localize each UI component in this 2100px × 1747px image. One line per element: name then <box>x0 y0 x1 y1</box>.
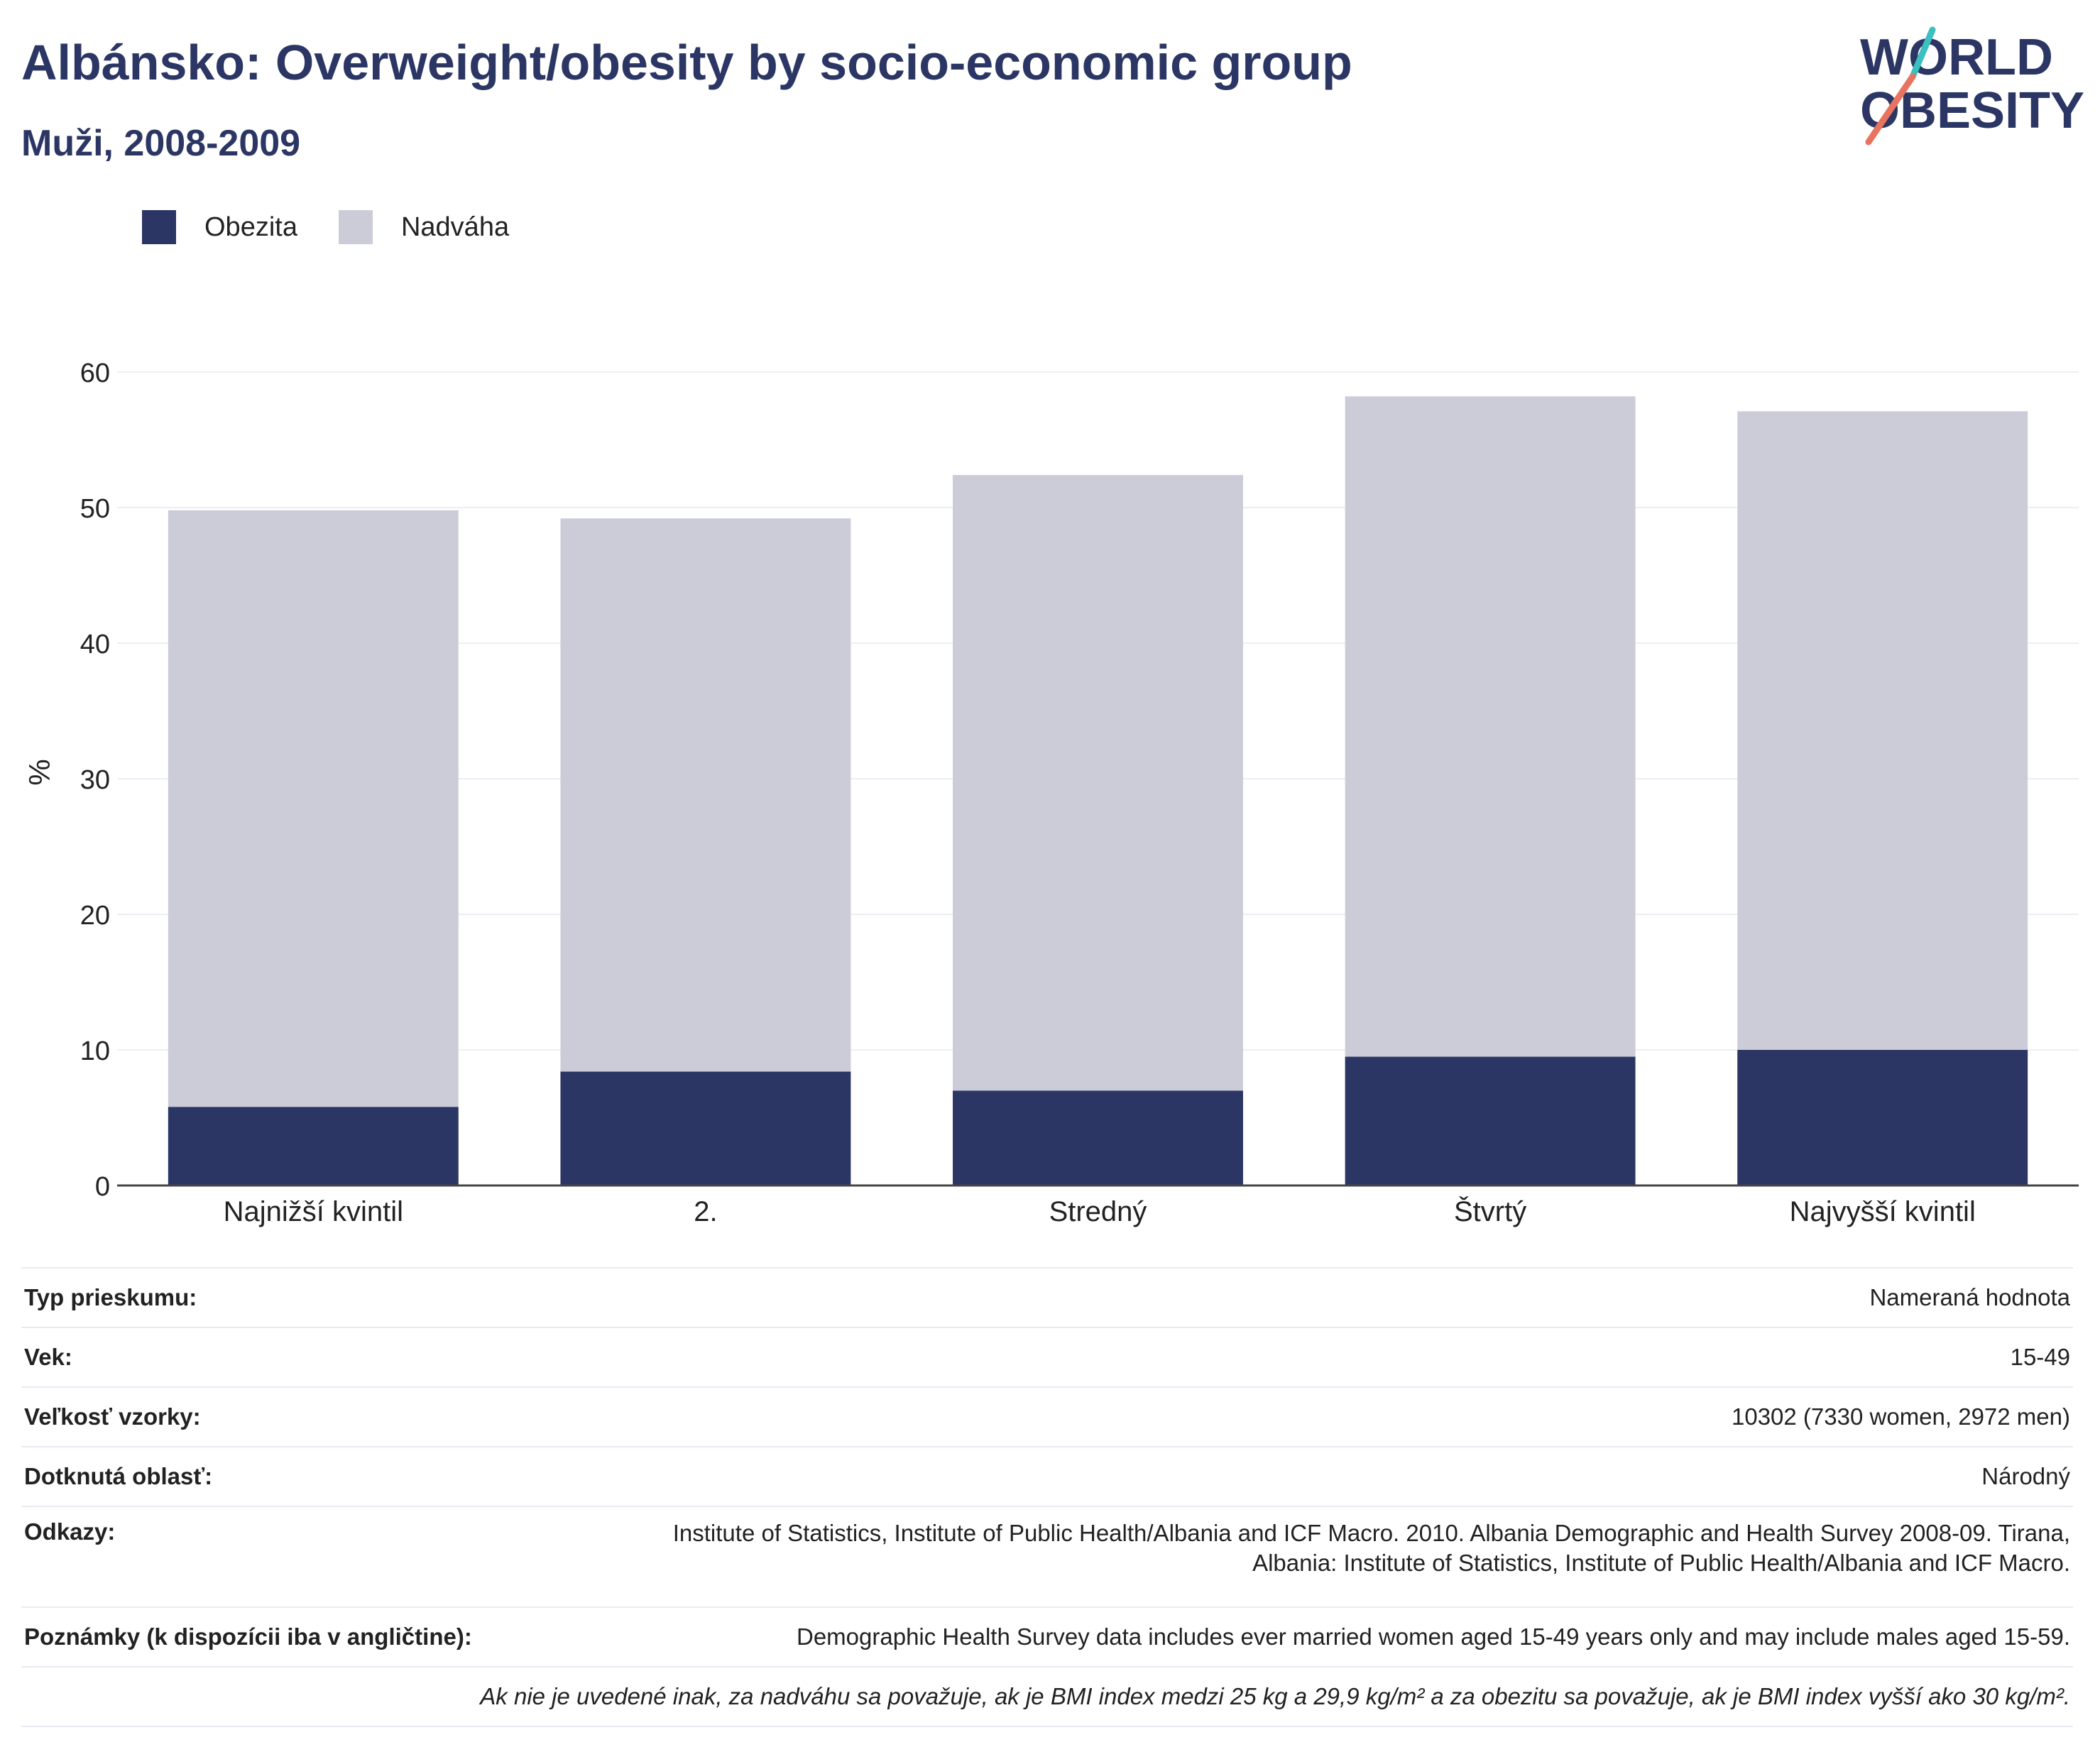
reference-line-1: Institute of Statistics, Institute of Pu… <box>672 1520 2070 1546</box>
logo-line2: OBESITY <box>1860 82 2084 139</box>
legend-item-obesity[interactable]: Obezita <box>142 210 297 244</box>
chart-legend: Obezita Nadváha <box>142 210 550 244</box>
logo-slash-coral <box>1865 73 1916 146</box>
bar-obesity-1[interactable] <box>168 1107 459 1185</box>
meta-value: 10302 (7330 women, 2972 men) <box>559 1386 2073 1447</box>
legend-swatch-overweight <box>338 210 373 244</box>
bar-obesity-3[interactable] <box>953 1090 1243 1185</box>
bar-obesity-4[interactable] <box>1345 1056 1636 1185</box>
x-tick-label: Najvyšší kvintil <box>1790 1196 1976 1227</box>
meta-value: Demographic Health Survey data includes … <box>559 1606 2073 1667</box>
y-tick-label: 40 <box>80 630 110 659</box>
bmi-footnote: Ak nie je uvedené inak, za nadváhu sa po… <box>21 1666 2073 1727</box>
meta-label: Odkazy: <box>21 1506 559 1607</box>
y-tick-label: 10 <box>80 1036 110 1066</box>
meta-label: Dotknutá oblasť: <box>21 1446 559 1506</box>
bar-overweight-2[interactable] <box>560 518 851 1072</box>
legend-swatch-obesity <box>142 210 176 244</box>
bar-overweight-5[interactable] <box>1737 411 2028 1050</box>
reference-line-2: Albania: Institute of Statistics, Instit… <box>1252 1550 2070 1576</box>
meta-row-references: Odkazy: Institute of Statistics, Institu… <box>21 1506 2073 1607</box>
legend-label-overweight: Nadváha <box>400 212 510 242</box>
bar-obesity-2[interactable] <box>560 1071 851 1185</box>
y-tick-labels: 0 10 20 30 40 50 60 <box>80 358 110 1202</box>
meta-value: 15-49 <box>559 1327 2073 1387</box>
bar-obesity-5[interactable] <box>1737 1050 2028 1185</box>
meta-value: Institute of Statistics, Institute of Pu… <box>559 1506 2073 1607</box>
meta-row-survey-type: Typ prieskumu: Nameraná hodnota <box>21 1267 2073 1327</box>
y-tick-label: 0 <box>95 1172 110 1202</box>
page-title: Albánsko: Overweight/obesity by socio-ec… <box>21 35 1352 90</box>
world-obesity-logo: WORLD OBESITY <box>1860 26 2084 146</box>
y-tick-label: 60 <box>80 358 110 388</box>
x-tick-label: Stredný <box>1049 1196 1147 1227</box>
meta-label: Typ prieskumu: <box>21 1267 559 1327</box>
legend-label-obesity: Obezita <box>204 212 297 242</box>
meta-row-footnote: Ak nie je uvedené inak, za nadváhu sa po… <box>21 1666 2073 1727</box>
x-tick-label: Najnižší kvintil <box>224 1196 403 1227</box>
meta-row-sample-size: Veľkosť vzorky: 10302 (7330 women, 2972 … <box>21 1386 2073 1447</box>
meta-row-age: Vek: 15-49 <box>21 1327 2073 1387</box>
legend-item-overweight[interactable]: Nadváha <box>338 210 510 244</box>
x-tick-labels: Najnižší kvintil 2. Stredný Štvrtý Najvyšší … <box>224 1195 1976 1227</box>
meta-label: Poznámky (k dispozícii iba v angličtine)… <box>21 1606 559 1667</box>
stacked-bar-chart: 0 10 20 30 40 50 60 Najnižší kvintil 2. Stredný Š… <box>23 358 2079 1227</box>
survey-info-table: Typ prieskumu: Nameraná hodnota Vek: 15-… <box>21 1267 2073 1727</box>
y-tick-label: 50 <box>80 494 110 524</box>
x-tick-label: Štvrtý <box>1454 1195 1526 1227</box>
meta-value: Nameraná hodnota <box>559 1267 2073 1327</box>
page-subtitle: Muži, 2008-2009 <box>21 123 301 164</box>
bar-overweight-4[interactable] <box>1345 396 1636 1057</box>
y-axis-label: % <box>23 759 56 785</box>
bar-overweight-3[interactable] <box>953 475 1243 1091</box>
bars <box>168 396 2028 1185</box>
y-tick-label: 30 <box>80 765 110 795</box>
meta-row-notes: Poznámky (k dispozícii iba v angličtine)… <box>21 1606 2073 1667</box>
y-tick-label: 20 <box>80 901 110 931</box>
meta-value: Národný <box>559 1446 2073 1506</box>
meta-label: Veľkosť vzorky: <box>21 1386 559 1447</box>
bar-overweight-1[interactable] <box>168 510 459 1107</box>
meta-row-area: Dotknutá oblasť: Národný <box>21 1446 2073 1506</box>
logo-slash-teal <box>1909 26 1936 80</box>
logo-line1: WORLD <box>1860 29 2053 86</box>
meta-label: Vek: <box>21 1327 559 1387</box>
x-tick-label: 2. <box>694 1196 717 1227</box>
